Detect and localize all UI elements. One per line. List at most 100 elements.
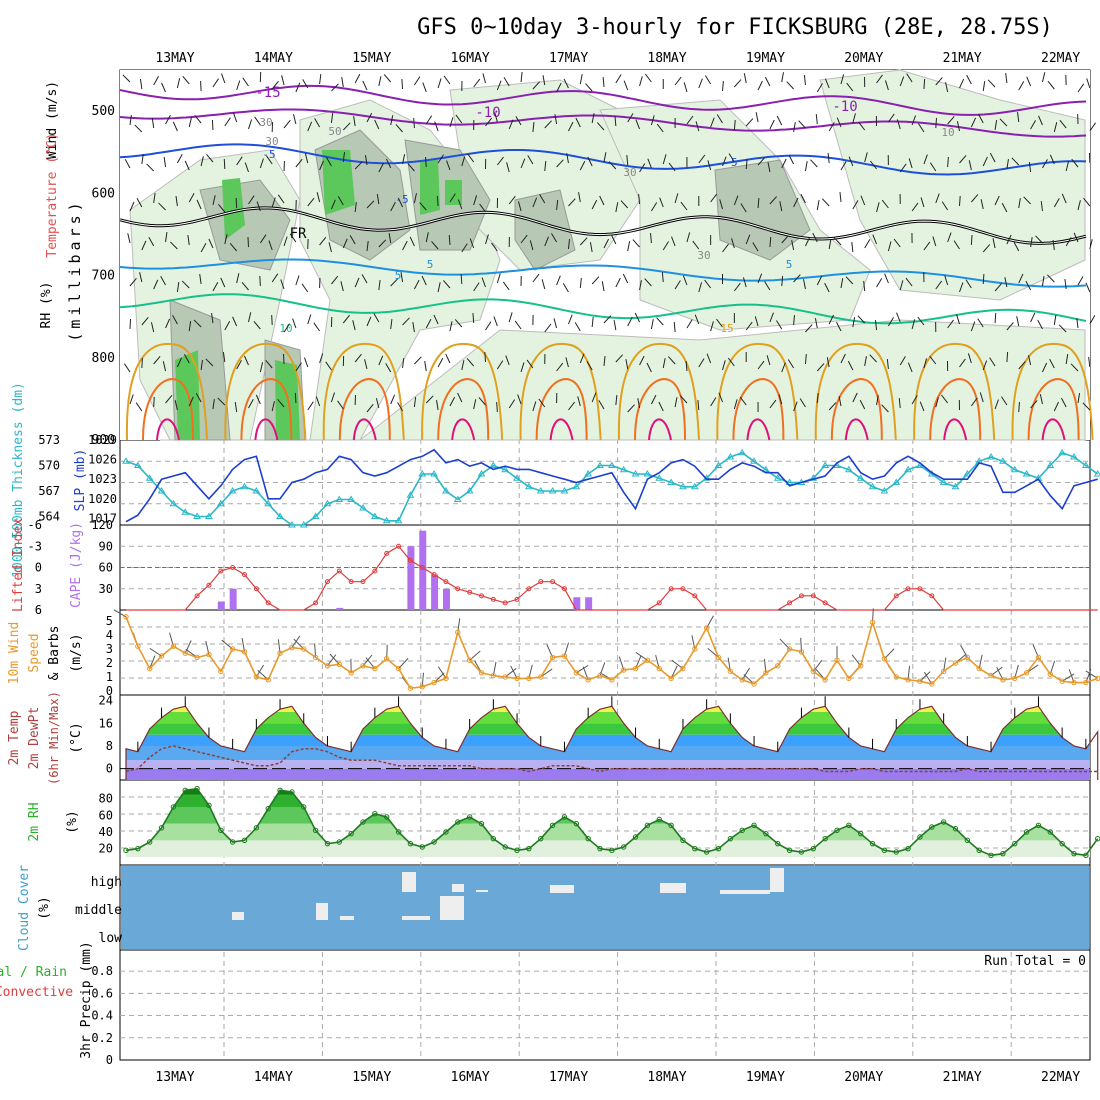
wind-barb <box>828 314 834 325</box>
isotherm-minus10 <box>119 108 1087 138</box>
wind-barb <box>457 199 463 210</box>
wind-barb <box>757 80 763 91</box>
wind-barb <box>161 82 167 93</box>
wind-barb <box>187 235 190 246</box>
wind-barb <box>473 195 478 206</box>
wind-barb <box>425 395 434 404</box>
wind-barb <box>413 117 415 129</box>
wind-speed-point <box>147 665 153 672</box>
wind-barb <box>947 232 952 243</box>
wind-barb <box>378 355 384 366</box>
wind-barb <box>745 158 748 170</box>
thickness-point <box>169 499 178 507</box>
wind-barb <box>1065 237 1072 247</box>
rh-tick: 40 <box>99 825 113 839</box>
wind-barb <box>769 399 777 409</box>
wind-barb <box>781 362 786 373</box>
cape-right-tick: 30 <box>99 582 113 596</box>
wind-barb <box>1006 351 1009 363</box>
wind-barb <box>556 159 564 168</box>
wind-barb <box>366 112 373 123</box>
wind-barb <box>787 359 795 369</box>
thickness-point <box>122 457 130 464</box>
wind-speed-point <box>561 653 568 659</box>
wind-barb <box>781 235 789 244</box>
contour-label: -10 <box>475 105 500 121</box>
wind-speed-point <box>573 670 579 676</box>
wind-barb <box>1038 115 1043 126</box>
wind-barb <box>390 115 394 126</box>
wind-barb <box>887 241 892 252</box>
wind-speed-point <box>158 653 165 659</box>
rh-point <box>466 814 473 820</box>
wind-barb <box>1001 396 1008 406</box>
thickness-point <box>679 482 687 490</box>
wind-barb <box>727 357 735 367</box>
wind-barb <box>188 321 192 332</box>
wind-barb <box>374 119 380 130</box>
wind-barb <box>556 200 559 211</box>
wind-barb <box>896 119 901 130</box>
wind-barb <box>554 114 558 125</box>
contour-label: -5 <box>724 156 737 169</box>
wind-speed-line <box>125 616 1098 690</box>
panel-frame-wind <box>119 609 1091 696</box>
wind-barb <box>295 158 303 168</box>
wind-barb <box>722 360 726 371</box>
wind-barb <box>1042 159 1048 169</box>
wind-barb <box>277 194 285 204</box>
isotherm-25 <box>746 418 771 441</box>
wind-barb <box>980 199 984 210</box>
wind-barb <box>502 281 510 291</box>
wind-barb <box>224 234 228 245</box>
lifted-index-point <box>905 586 911 592</box>
rh-point <box>170 804 177 810</box>
wind-barb <box>331 83 339 92</box>
wind-barb <box>449 193 456 203</box>
freezing-level-inner <box>119 207 1087 244</box>
date-label-top: 21MAY <box>943 51 982 66</box>
wind-barb <box>388 233 392 244</box>
lifted-index-point <box>526 586 532 592</box>
cloud-block <box>660 883 686 893</box>
wind-barb <box>603 238 609 249</box>
wind-barb <box>1041 276 1045 287</box>
thickness-point <box>157 487 166 494</box>
upper-ylabel-temp: Temperature (°C) <box>45 132 60 257</box>
wind-barb <box>798 120 806 129</box>
wind-barb <box>858 121 866 131</box>
wind-barb <box>217 204 226 213</box>
wind-barb <box>259 158 264 169</box>
wind-barb <box>496 156 504 166</box>
wind-barb <box>627 404 635 413</box>
date-label-bottom: 13MAY <box>155 1070 194 1085</box>
wind-barb <box>805 236 811 247</box>
isotherm-15 <box>913 342 996 441</box>
cape-bar <box>431 574 439 610</box>
wind-barb <box>840 161 847 171</box>
wind-barb <box>466 358 475 367</box>
wind-barb <box>989 357 996 367</box>
wind-barb <box>718 392 723 403</box>
wind-barb <box>342 122 351 131</box>
wind-barb <box>314 118 321 128</box>
wind-barb <box>959 155 967 164</box>
wind-barb <box>478 397 486 406</box>
wind-barb <box>710 193 718 203</box>
wind-barb <box>1028 162 1032 173</box>
wind-barb <box>212 195 216 206</box>
wind-barb <box>567 239 570 250</box>
cape-right-tick: 120 <box>91 518 113 532</box>
wind-barb <box>553 318 558 329</box>
wind-barb <box>662 358 666 369</box>
rh-point <box>727 835 734 842</box>
wind-barb <box>596 122 605 131</box>
wind-speed-point <box>1059 678 1065 684</box>
wind-barb <box>124 159 131 169</box>
wind-barb <box>622 273 629 284</box>
wind-speed-point <box>869 619 876 626</box>
wind-barb <box>236 80 241 91</box>
wind-speed-point <box>976 665 982 672</box>
wind-barb <box>911 202 919 212</box>
wind-barb <box>506 162 510 173</box>
